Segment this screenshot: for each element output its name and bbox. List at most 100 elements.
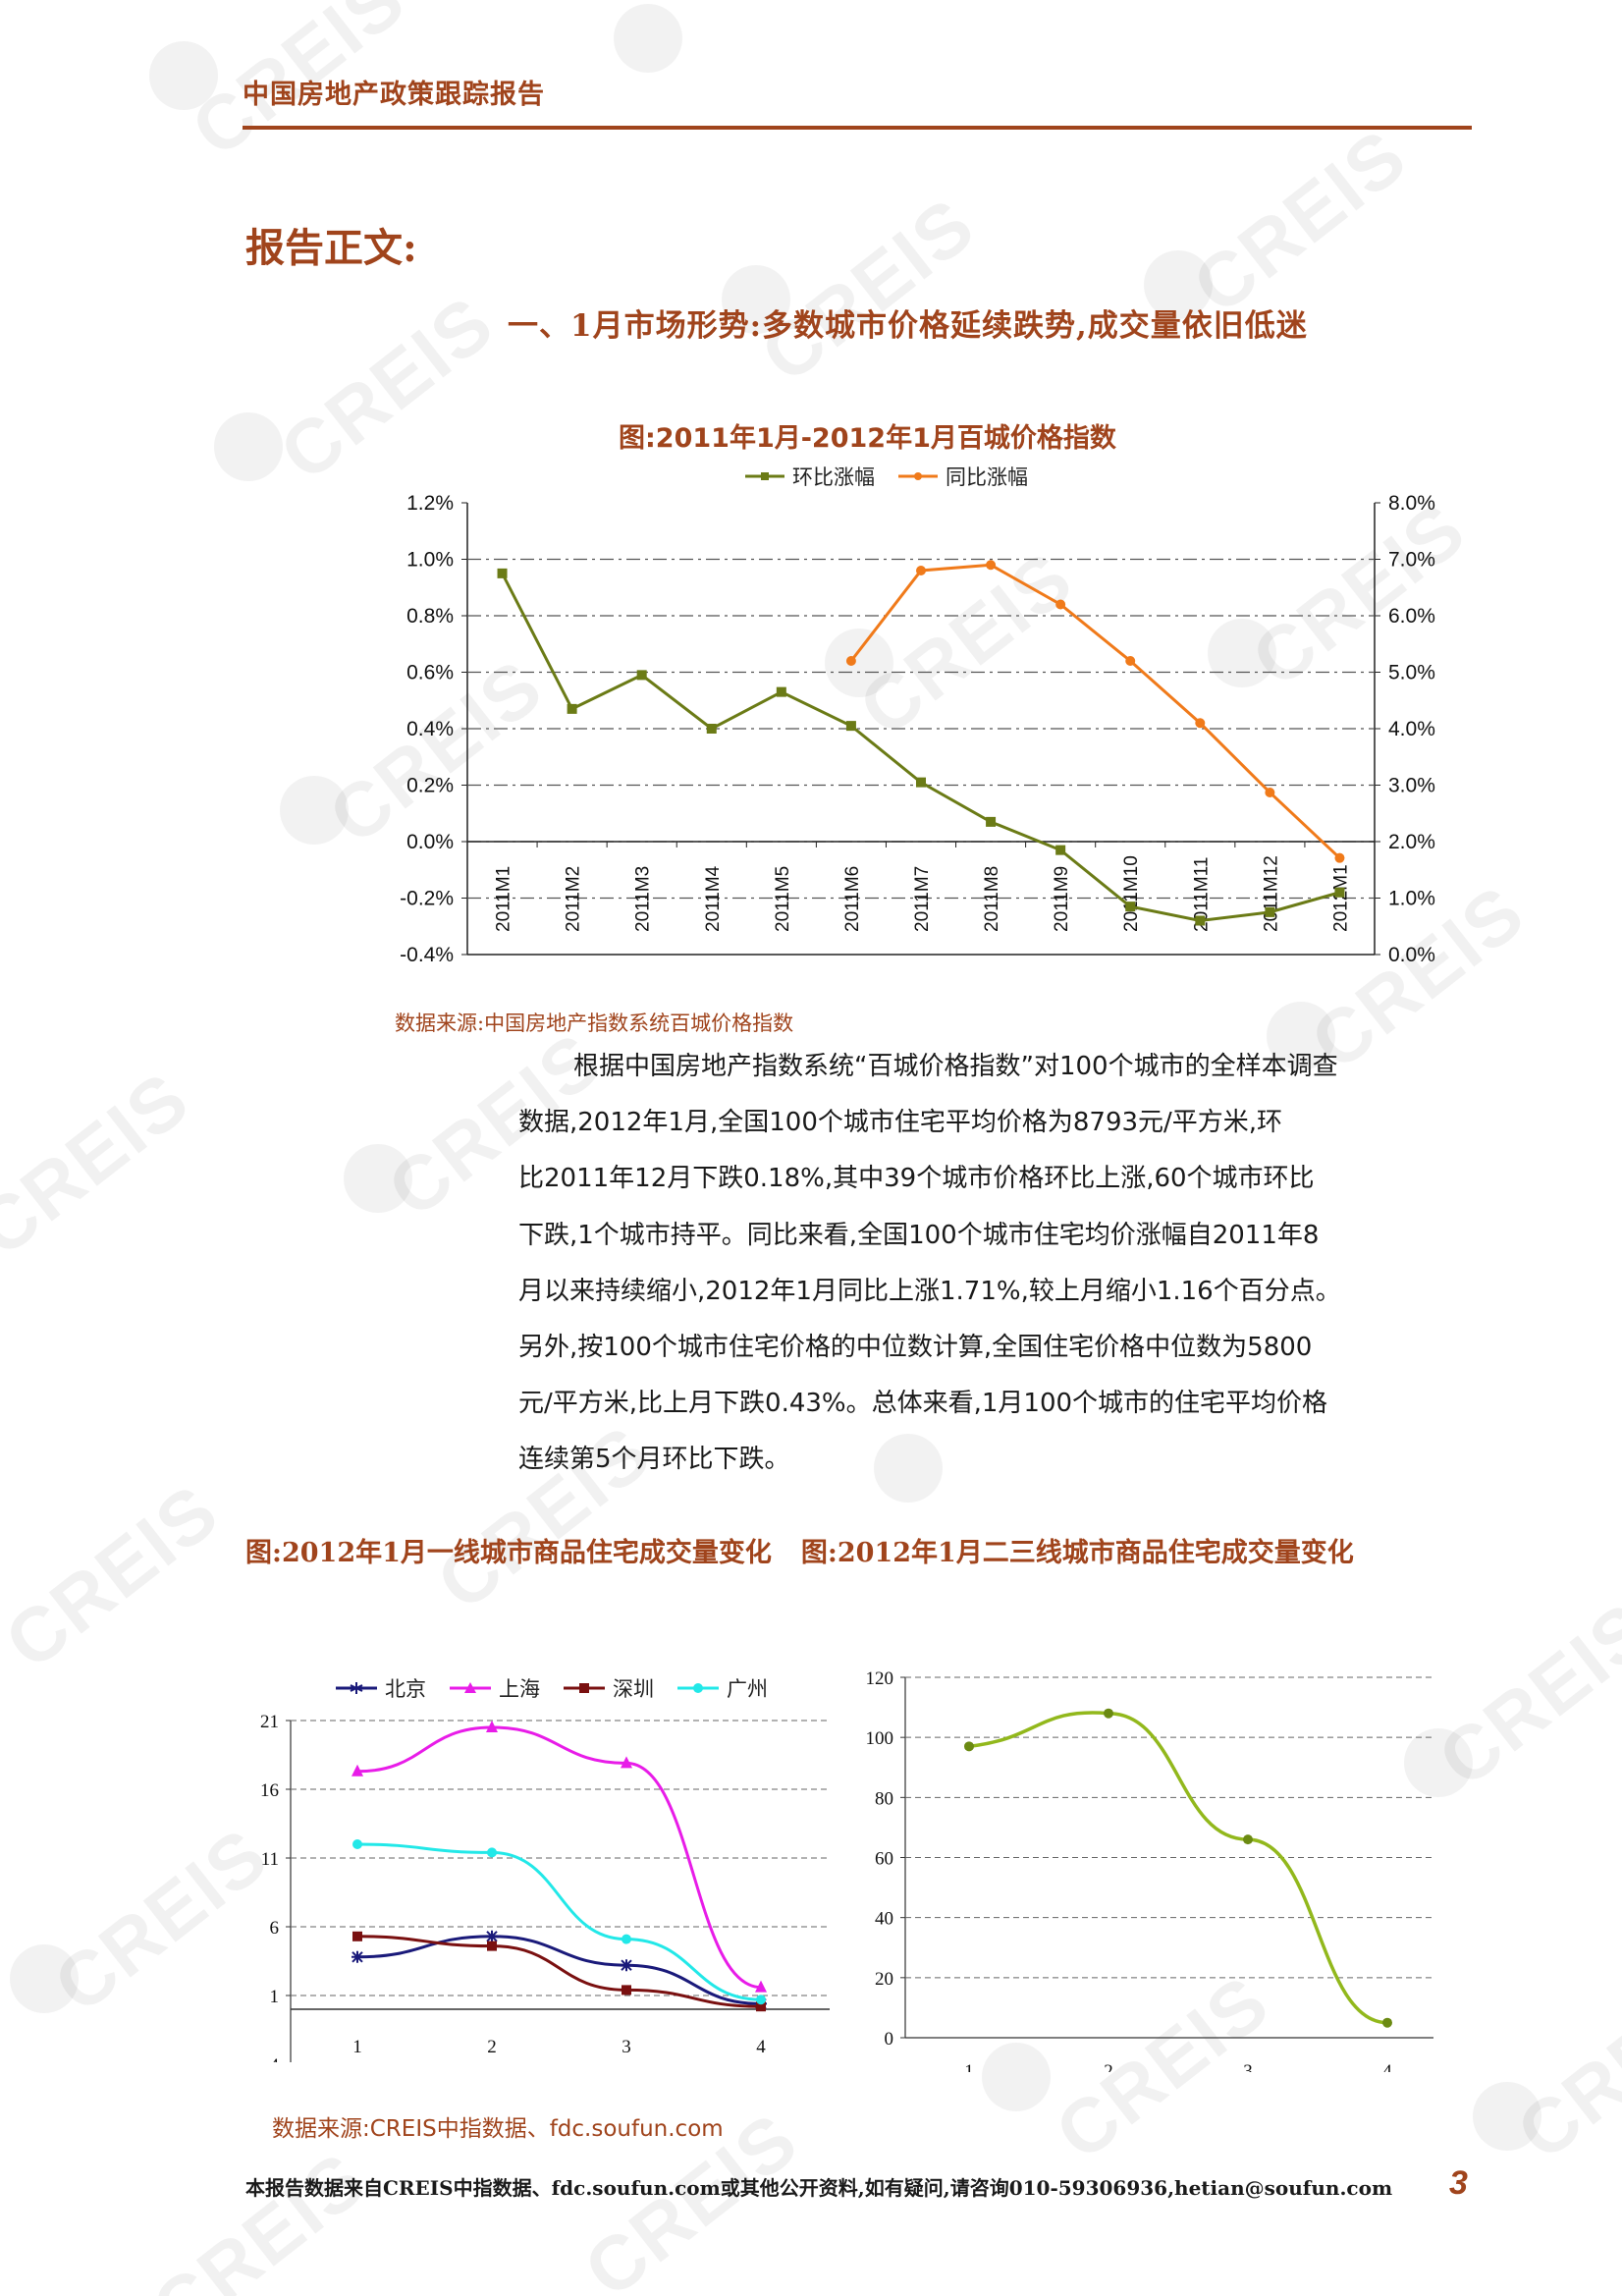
figure1-title: 图:2011年1月-2012年1月百城价格指数	[619, 423, 1116, 454]
y-tick-label: 6	[270, 1918, 280, 1939]
body-paragraph: 根据中国房地产指数系统“百城价格指数”对100个城市的全样本调查 数据,2012…	[518, 1039, 1471, 1489]
y-tick-label: 20	[875, 1969, 893, 1990]
paragraph-line: 下跌,1个城市持平。同比来看,全国100个城市住宅均价涨幅自2011年8	[518, 1220, 1320, 1250]
data-point	[776, 686, 786, 697]
data-point	[1265, 787, 1275, 797]
data-point	[351, 1764, 363, 1777]
y-tick-label-left: 1.0%	[406, 549, 454, 572]
y-tick-label-left: 1.2%	[406, 492, 454, 515]
watermark-text: CREIS	[0, 1054, 205, 1274]
paragraph-line: 月以来持续缩小,2012年1月同比上涨1.71%,较上月缩小1.16个百分点。	[518, 1276, 1341, 1306]
legend-circle-icon	[677, 1683, 719, 1693]
y-tick-label-right: 8.0%	[1388, 492, 1435, 515]
data-point	[351, 1950, 363, 1963]
figure2-caption: 图:2012年1月一线城市商品住宅成交量变化	[245, 1538, 772, 1568]
data-point	[352, 1839, 362, 1849]
data-point	[1104, 1708, 1113, 1719]
y-tick-label-left: 0.0%	[406, 831, 454, 853]
x-tick-label: 2011M8	[982, 866, 1002, 932]
watermark-logo	[344, 1144, 412, 1213]
data-point	[622, 1985, 631, 1995]
legend-item-shenzhen: 深圳	[562, 1673, 654, 1703]
y-tick-label: 80	[875, 1788, 893, 1809]
y-tick-label: 40	[875, 1909, 893, 1930]
data-point	[567, 703, 577, 714]
legend-label-mom: 环比涨幅	[792, 465, 875, 489]
data-point	[1382, 2017, 1392, 2028]
x-tick-label: 4	[756, 2037, 766, 2057]
legend-label-shanghai: 上海	[499, 1677, 540, 1701]
x-tick-label: 2011M1	[494, 866, 514, 932]
y-tick-label: 1	[270, 1987, 280, 2007]
y-tick-label-right: 1.0%	[1388, 888, 1435, 910]
watermark-text: CREIS	[1500, 1957, 1622, 2177]
section-heading: 报告正文:	[245, 225, 417, 271]
figure2-chart: 21 16 11 6 1 -4 1 2 3 4	[260, 1712, 830, 2062]
paragraph-line: 根据中国房地产指数系统“百城价格指数”对100个城市的全样本调查	[573, 1052, 1338, 1081]
y-tick-label: 11	[261, 1849, 279, 1870]
legend-triangle-icon	[450, 1682, 491, 1693]
data-point	[756, 2001, 766, 2012]
data-point	[1055, 599, 1066, 610]
series-line	[356, 1842, 762, 2001]
data-point	[845, 721, 856, 732]
x-tick-label: 2011M12	[1261, 855, 1281, 932]
paragraph-line: 数据,2012年1月,全国100个城市住宅平均价格为8793元/平方米,环	[518, 1108, 1283, 1138]
data-point	[1243, 1834, 1253, 1845]
y-tick-label-left: 0.8%	[406, 605, 454, 628]
y-tick-label: 16	[260, 1780, 279, 1801]
y-tick-label-left: 0.6%	[406, 662, 454, 684]
legend-item-beijing: 北京	[334, 1673, 426, 1703]
x-tick-label: 4	[1382, 2061, 1392, 2072]
data-point	[1195, 718, 1206, 729]
legend-item-yoy: 同比涨幅	[896, 462, 1028, 491]
watermark-text: CREIS	[263, 278, 510, 498]
y-tick-label-right: 5.0%	[1388, 662, 1435, 684]
data-point	[916, 777, 926, 788]
y-tick-label: 60	[875, 1849, 893, 1870]
data-point	[487, 1941, 497, 1951]
data-point	[1195, 915, 1206, 926]
x-tick-label: 2011M6	[842, 866, 863, 932]
y-tick-label-left: -0.2%	[400, 888, 454, 910]
y-tick-label: 120	[866, 1668, 894, 1689]
y-tick-label-right: 4.0%	[1388, 718, 1435, 740]
watermark-logo	[10, 1944, 79, 2013]
series-line	[356, 1935, 762, 2008]
watermark-logo	[1473, 2082, 1541, 2151]
data-point	[706, 724, 717, 734]
x-tick-label: 2011M10	[1121, 855, 1142, 932]
series-line	[849, 563, 1341, 859]
y-tick-label: 0	[885, 2029, 894, 2050]
figure1-source: 数据来源:中国房地产指数系统百城价格指数	[395, 1011, 794, 1035]
y-tick-label: 100	[866, 1728, 894, 1749]
figure3-chart: 120 100 80 60 40 20 0 1 2 3 4	[866, 1668, 1433, 2072]
data-point	[487, 1847, 497, 1858]
footer-text: 本报告数据来自CREIS中指数据、fdc.soufun.com或其他公开资料,如…	[245, 2176, 1393, 2200]
legend-square-icon	[564, 1683, 605, 1693]
y-tick-label: -4	[263, 2055, 279, 2062]
y-tick-label-right: 3.0%	[1388, 775, 1435, 797]
x-tick-label: 2011M4	[703, 865, 724, 932]
y-tick-label-right: 6.0%	[1388, 605, 1435, 628]
data-point	[756, 1995, 766, 2005]
x-tick-label: 2011M3	[633, 866, 654, 932]
y-tick-label-right: 7.0%	[1388, 549, 1435, 572]
data-point	[964, 1741, 974, 1752]
y-tick-label-left: 0.4%	[406, 718, 454, 740]
paragraph-line: 比2011年12月下跌0.18%,其中39个城市价格环比上涨,60个城市环比	[518, 1164, 1315, 1194]
watermark-logo	[614, 4, 682, 73]
x-tick-label: 2011M9	[1052, 866, 1072, 932]
watermark-text: CREIS	[744, 180, 991, 400]
figure1-legend: 环比涨幅 同比涨幅	[743, 462, 1050, 491]
data-point	[916, 566, 926, 575]
y-tick-label-left: -0.4%	[400, 944, 454, 966]
watermark-text: CREIS	[0, 1466, 235, 1686]
data-point	[352, 1931, 362, 1941]
figure3-caption: 图:2012年1月二三线城市商品住宅成交量变化	[800, 1538, 1354, 1568]
legend-item-mom: 环比涨幅	[743, 462, 875, 491]
report-header-title: 中国房地产政策跟踪报告	[243, 80, 545, 110]
series-line	[356, 1725, 762, 1990]
data-point	[621, 1959, 632, 1972]
header-rule	[243, 126, 1472, 130]
